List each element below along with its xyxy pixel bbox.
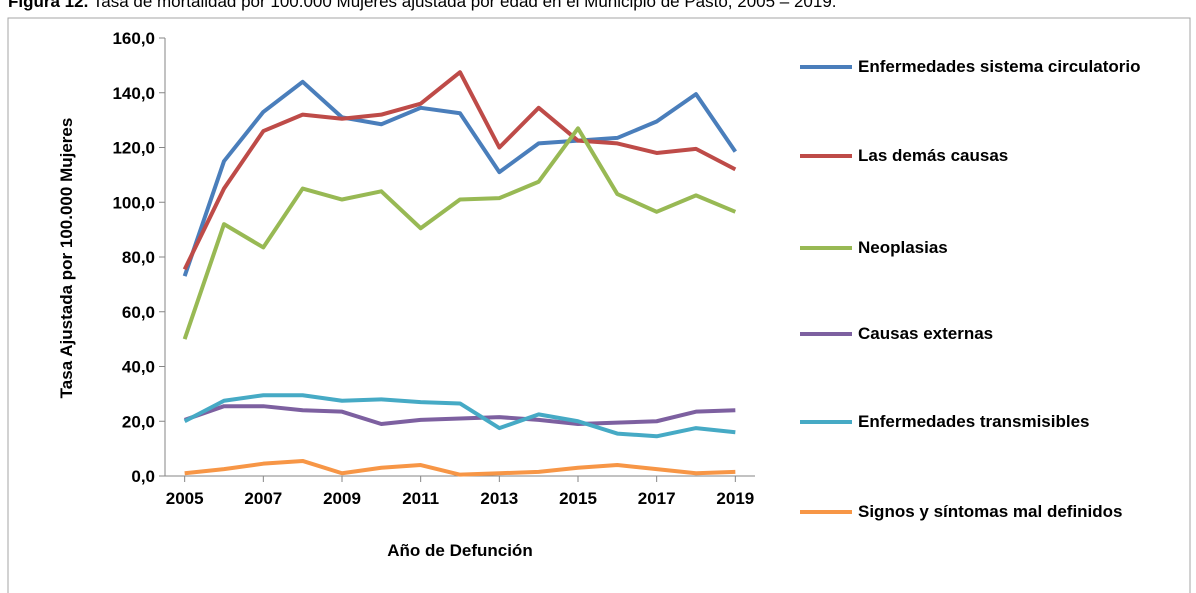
- x-tick-label: 2017: [638, 489, 676, 508]
- x-tick-label: 2015: [559, 489, 597, 508]
- y-tick-label: 0,0: [131, 467, 155, 486]
- series-line: [182, 70, 737, 271]
- x-tick-label: 2013: [480, 489, 518, 508]
- series-line: [182, 126, 737, 340]
- legend-label: Las demás causas: [858, 146, 1009, 165]
- y-tick-label: 120,0: [112, 139, 155, 158]
- series-line: [184, 404, 736, 426]
- figure-label: Figura 12.: [8, 0, 88, 11]
- y-tick-label: 80,0: [122, 248, 155, 267]
- title-text: Tasa de mortalidad por 100.000 Mujeres a…: [93, 0, 837, 11]
- legend-label: Causas externas: [858, 324, 994, 343]
- y-axis-title: Tasa Ajustada por 100.000 Mujeres: [57, 118, 76, 399]
- y-tick-label: 40,0: [122, 358, 155, 377]
- series-line: [182, 79, 737, 277]
- series-line: [183, 393, 736, 439]
- x-axis-title: Año de Defunción: [387, 541, 532, 560]
- legend-label: Neoplasias: [858, 238, 948, 257]
- x-tick-label: 2019: [716, 489, 754, 508]
- x-tick-label: 2011: [402, 489, 439, 508]
- y-tick-label: 100,0: [112, 193, 155, 212]
- legend-label: Enfermedades transmisibles: [858, 412, 1090, 431]
- x-tick-label: 2009: [323, 489, 361, 508]
- series-line: [184, 458, 736, 477]
- legend-label: Signos y síntomas mal definidos: [858, 502, 1123, 521]
- chart-frame: [7, 17, 1191, 593]
- y-tick-label: 140,0: [112, 84, 155, 103]
- y-tick-label: 160,0: [112, 29, 155, 48]
- y-tick-label: 60,0: [122, 303, 155, 322]
- chart-title: Figura 12. Tasa de mortalidad por 100.00…: [8, 0, 837, 11]
- y-tick-label: 20,0: [122, 412, 155, 431]
- x-tick-label: 2007: [244, 489, 282, 508]
- legend-label: Enfermedades sistema circulatorio: [858, 57, 1141, 76]
- x-tick-label: 2005: [166, 489, 204, 508]
